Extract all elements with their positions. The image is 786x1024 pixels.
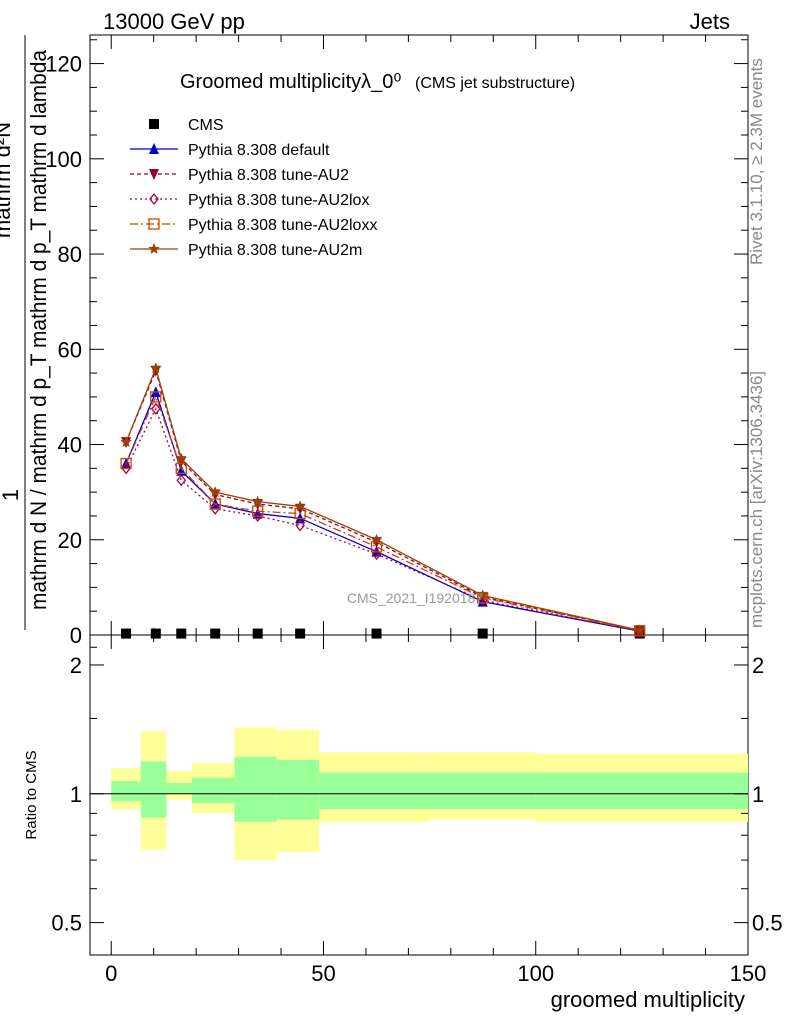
series-point-4 <box>120 457 132 470</box>
ratio-y-tick-label: 0.5 <box>51 911 82 936</box>
series-point-3 <box>295 519 305 532</box>
series-point-0 <box>210 628 221 639</box>
series-point-1 <box>295 512 306 524</box>
ylabel-one: 1 <box>0 489 23 501</box>
legend-marker-4 <box>148 218 160 230</box>
plot-title: Groomed multiplicityλ_0⁰ (CMS jet substr… <box>180 71 575 93</box>
series-point-0 <box>295 628 306 639</box>
x-axis-label: groomed multiplicity <box>551 987 745 1012</box>
ratio-y-tick-label: 1 <box>70 782 82 807</box>
y-tick-label: 80 <box>58 242 82 267</box>
ratio-inner-band-bin <box>234 756 277 822</box>
x-tick-label: 0 <box>105 961 117 986</box>
ratio-y-tick-label-right: 2 <box>752 653 764 678</box>
legend-label-5: Pythia 8.308 tune-AU2m <box>188 242 362 259</box>
legend-label-1: Pythia 8.308 default <box>188 142 330 159</box>
ratio-y-tick-label: 2 <box>70 653 82 678</box>
legend-marker-1 <box>149 143 159 154</box>
y-tick-label: 40 <box>58 433 82 458</box>
series-point-0 <box>121 628 132 639</box>
series-point-5 <box>634 624 646 636</box>
series-point-5 <box>120 436 132 447</box>
series-point-0 <box>477 628 488 639</box>
ratio-inner-band-bin <box>429 772 536 810</box>
series-point-5 <box>175 452 187 464</box>
x-tick-label: 50 <box>311 961 335 986</box>
ratio-axis-ticks: 0.5 0.5 1 1 2 2 0 50 100 150 <box>51 635 783 986</box>
series-point-0 <box>176 628 187 639</box>
ylabel-numerator: mathrm d²N <box>0 122 15 238</box>
ratio-y-tick-label-right: 1 <box>752 782 764 807</box>
plot-title-main: Groomed multiplicityλ_0⁰ <box>180 71 401 93</box>
ylabel-denominator: mathrm d N / mathrm d p_T mathrm d p_T m… <box>26 49 51 610</box>
ratio-inner-band-bin <box>276 759 320 820</box>
legend: CMS Pythia 8.308 default Pythia 8.308 tune… <box>130 117 377 259</box>
series-point-3 <box>121 462 131 475</box>
series-point-3 <box>150 402 161 415</box>
plot-subtitle: (CMS jet substructure) <box>415 75 575 92</box>
series-point-1 <box>371 545 382 557</box>
series-point-0 <box>371 628 382 639</box>
x-tick-label: 150 <box>730 961 767 986</box>
series-point-4 <box>175 462 187 474</box>
mcplots-label: mcplots.cern.ch [arXiv:1306.3436] <box>747 371 766 628</box>
legend-marker-3 <box>149 192 159 206</box>
series-point-0 <box>252 628 263 639</box>
ratio-inner-band-bin <box>140 761 167 818</box>
legend-marker-5 <box>148 243 160 254</box>
series-point-5 <box>294 500 306 512</box>
series-point-3 <box>176 474 187 487</box>
analysis-watermark: CMS_2021_I1920187 <box>347 590 483 606</box>
series-point-5 <box>370 533 383 545</box>
legend-marker-2 <box>149 169 159 180</box>
series-point-3 <box>210 502 221 515</box>
ratio-inner-band-bin <box>166 782 192 794</box>
series-point-5 <box>150 362 162 374</box>
ratio-bands <box>90 727 748 861</box>
ratio-inner-band-bin <box>191 777 235 804</box>
y-tick-label: 120 <box>45 52 82 77</box>
main-series <box>120 362 646 639</box>
y-tick-label: 0 <box>70 623 82 648</box>
series-point-4 <box>150 391 162 403</box>
legend-marker-0 <box>149 119 159 129</box>
x-tick-label: 100 <box>517 961 554 986</box>
ratio-inner-band-bin <box>535 772 748 810</box>
series-line-4 <box>125 395 640 632</box>
legend-label-3: Pythia 8.308 tune-AU2lox <box>188 192 369 209</box>
y-tick-label: 60 <box>58 337 82 362</box>
series-point-3 <box>252 509 263 522</box>
ratio-y-tick-label-right: 0.5 <box>752 911 783 936</box>
header-right: Jets <box>690 9 730 34</box>
legend-label-2: Pythia 8.308 tune-AU2 <box>188 167 349 184</box>
legend-label-0: CMS <box>188 117 224 134</box>
main-ylabel: 1 mathrm d N / mathrm d p_T mathrm d p_T… <box>0 35 51 630</box>
series-line-3 <box>125 407 640 632</box>
legend-label-4: Pythia 8.308 tune-AU2loxx <box>188 217 377 234</box>
rivet-label: Rivet 3.1.10, ≥ 2.3M events <box>747 58 766 265</box>
header-left: 13000 GeV pp <box>103 9 245 34</box>
series-point-4 <box>209 498 221 510</box>
y-tick-label: 100 <box>45 147 82 172</box>
series-point-5 <box>209 486 221 497</box>
series-point-5 <box>476 589 489 601</box>
ratio-inner-band-bin <box>111 781 141 802</box>
y-tick-label: 20 <box>58 528 82 553</box>
series-point-5 <box>251 495 264 507</box>
series-point-0 <box>150 628 161 639</box>
ratio-inner-band-bin <box>319 772 430 810</box>
series-point-4 <box>252 505 264 517</box>
main-axis-ticks: 0 20 40 60 80 100 120 <box>45 35 749 648</box>
ratio-ylabel: Ratio to CMS <box>23 750 40 839</box>
